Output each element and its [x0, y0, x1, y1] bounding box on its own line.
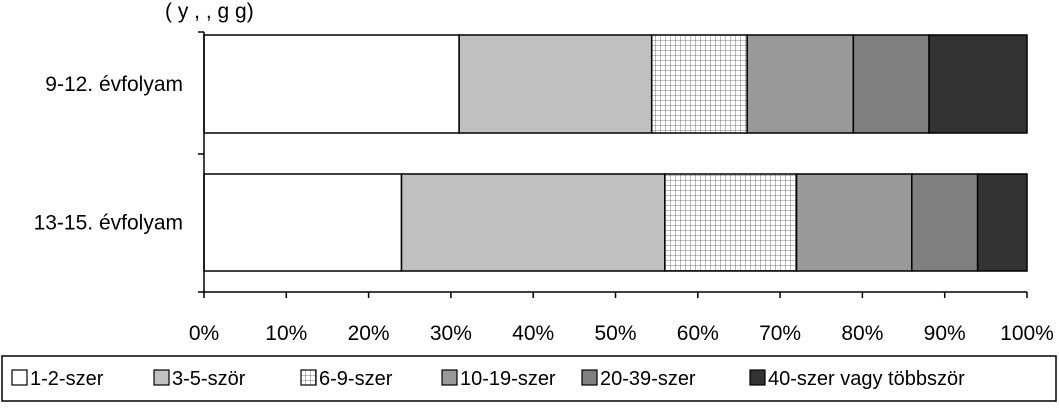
x-tick-label-5: 40% — [512, 322, 554, 345]
legend-swatch-6 — [749, 369, 766, 386]
legend-box — [1, 355, 1057, 402]
x-tick-label-3: 20% — [348, 322, 390, 345]
legend-swatch-3 — [300, 369, 317, 386]
legend-swatch-1 — [11, 369, 28, 386]
legend: 1-2-szer 3-5-ször 6-9-szer 10-19-szer 20-39-… — [1, 355, 1057, 402]
x-tick-label-6: 50% — [594, 322, 636, 345]
legend-label-1: 1-2-szer — [30, 368, 104, 390]
bar-segment-3-5-ször-2 — [400, 173, 666, 272]
bars-layer — [203, 34, 1028, 272]
x-tick-label-2: 10% — [265, 322, 307, 345]
legend-label-2: 3-5-ször — [172, 368, 246, 390]
legend-swatch-2 — [153, 369, 170, 386]
bar-segment-3-5-ször-1 — [458, 34, 653, 134]
bar-segment-10-19-szer-1 — [746, 34, 855, 134]
x-tick-label-7: 60% — [677, 322, 719, 345]
x-tick-labels: 0% 10% 20% 30% 40% 50% 60% 70% 80% 90% 100% — [189, 322, 1054, 345]
x-tick-label-10: 90% — [924, 322, 966, 345]
axes-layer — [198, 31, 1028, 298]
bar-segment-6-9-szer-1 — [650, 34, 748, 134]
bar-segment-1-2-szer-2 — [203, 173, 403, 272]
legend-swatch-5 — [581, 369, 598, 386]
legend-label-6: 40-szer vagy többször — [768, 368, 965, 390]
legend-label-5: 20-39-szer — [600, 368, 696, 390]
x-tick-label-9: 80% — [841, 322, 883, 345]
title-fragment: ( y , , g g) — [165, 0, 254, 23]
bar-segment-10-19-szer-2 — [795, 173, 913, 272]
category-label-1: 9-12. évfolyam — [45, 73, 183, 96]
category-label-2: 13-15. évfolyam — [34, 212, 183, 235]
x-tick-label-8: 70% — [759, 322, 801, 345]
bar-segment-20-39-szer-2 — [911, 173, 979, 272]
bar-segment-1-2-szer-1 — [203, 34, 460, 134]
bar-segment-20-39-szer-1 — [852, 34, 930, 134]
x-tick-label-4: 30% — [430, 322, 472, 345]
bar-segment-40-szer-vagy-többször-1 — [928, 34, 1028, 134]
legend-label-3: 6-9-szer — [319, 368, 393, 390]
x-tick-label-1: 0% — [189, 322, 219, 345]
bar-segment-6-9-szer-2 — [664, 173, 798, 272]
x-tick-label-11: 100% — [1000, 322, 1054, 345]
legend-label-4: 10-19-szer — [460, 368, 556, 390]
category-labels: 9-12. évfolyam 13-15. évfolyam — [34, 73, 183, 235]
legend-swatch-4 — [441, 369, 458, 386]
bar-segment-40-szer-vagy-többször-2 — [976, 173, 1028, 272]
